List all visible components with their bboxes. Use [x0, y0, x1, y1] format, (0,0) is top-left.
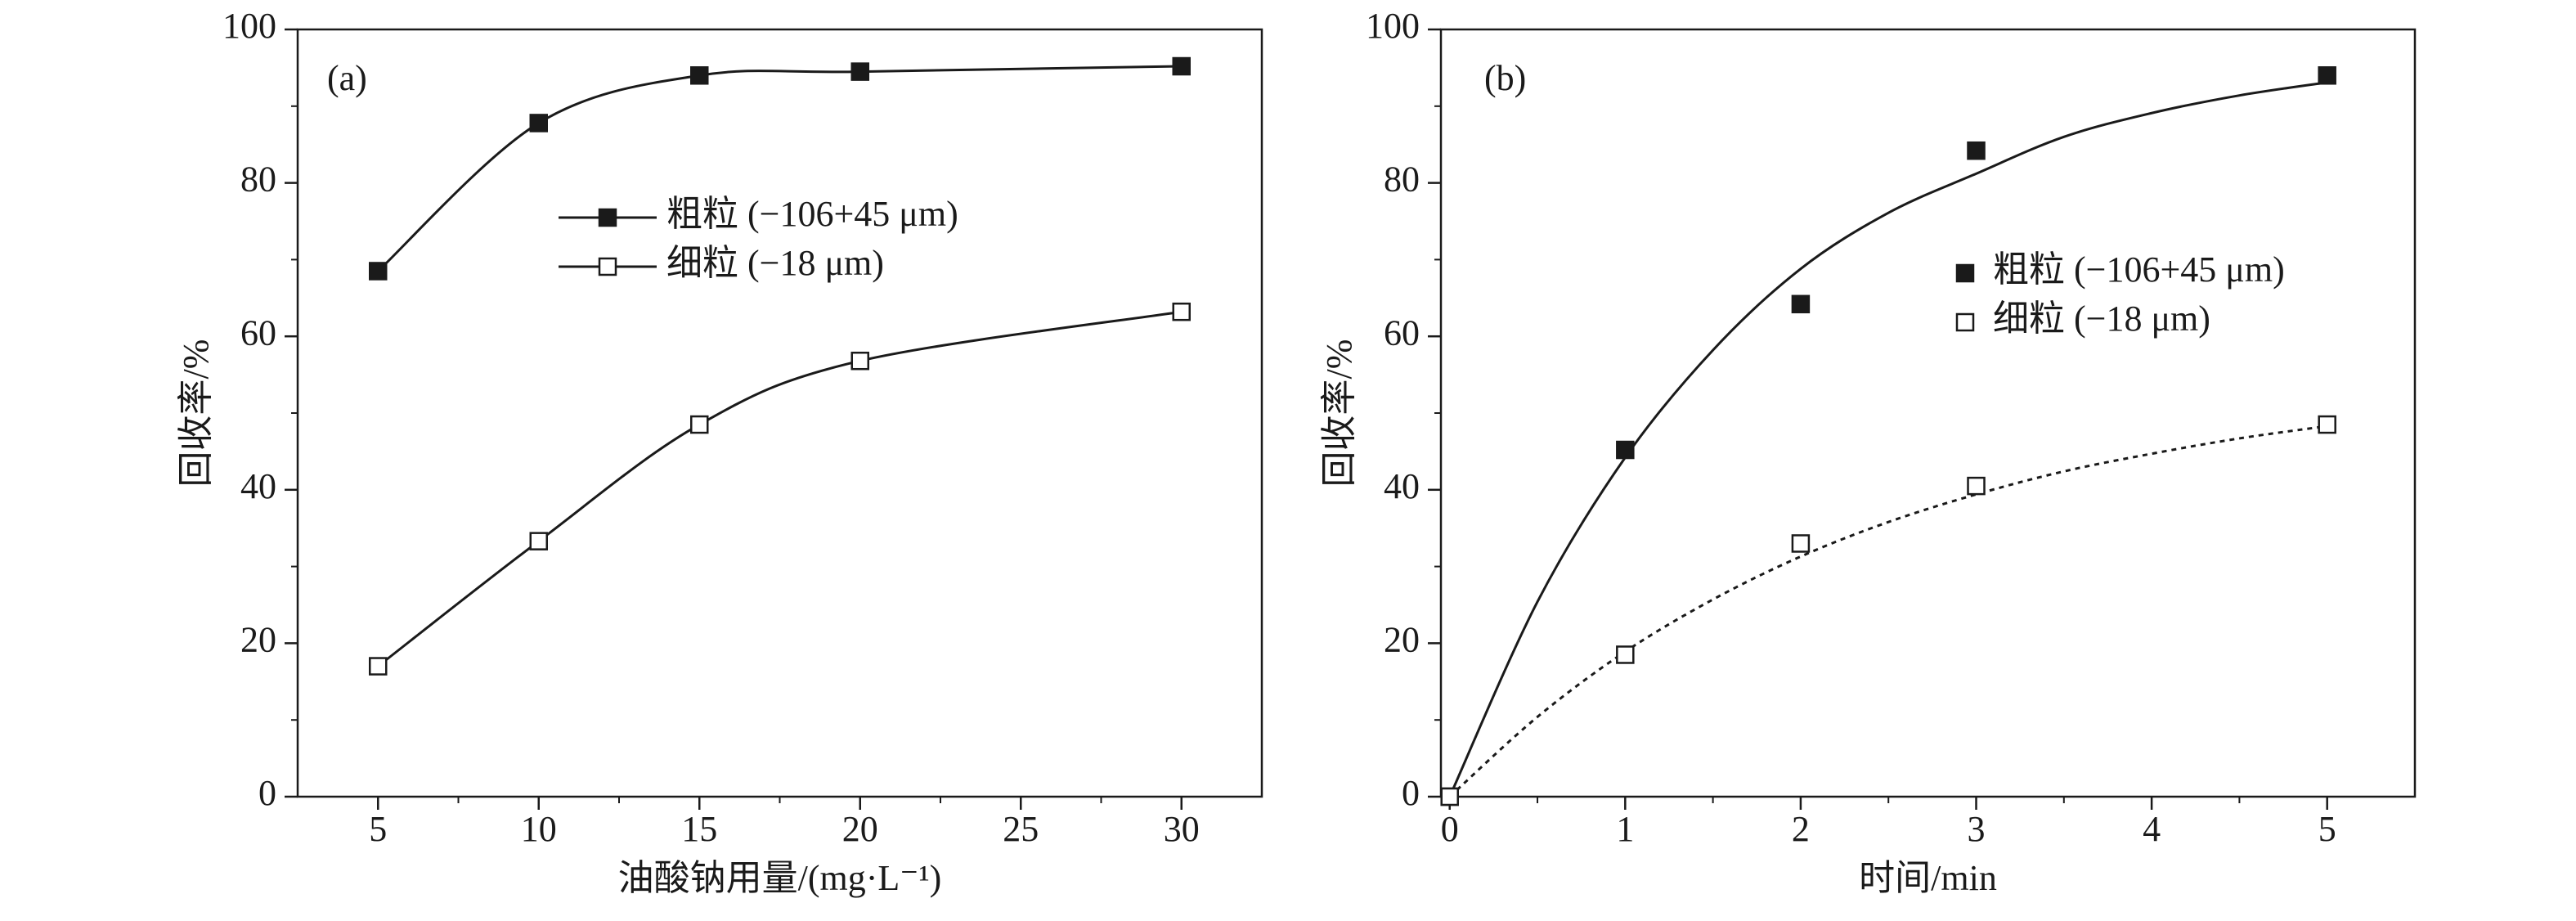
y-tick-label: 60 — [240, 312, 276, 353]
plot-frame — [296, 28, 1263, 798]
y-axis-title: 回收率/% — [1319, 339, 1359, 487]
x-axis-title: 油酸钠用量/(mg·L⁻¹) — [618, 858, 942, 898]
y-tick-label: 20 — [240, 619, 276, 659]
marker — [850, 62, 869, 81]
x-tick-label: 1 — [1616, 809, 1634, 849]
y-tick-label: 0 — [1402, 773, 1420, 813]
y-tick-label: 0 — [258, 773, 276, 813]
marker — [1616, 645, 1635, 664]
x-tick-label: 3 — [1968, 809, 1986, 849]
marker — [1967, 476, 1986, 496]
marker — [369, 657, 388, 676]
x-tick-label: 4 — [2143, 809, 2161, 849]
fit-line — [1448, 425, 2327, 798]
legend-label: 粗粒 (−106+45 μm) — [666, 194, 958, 234]
marker — [1440, 787, 1459, 806]
series-line — [377, 310, 1182, 667]
x-tick-label: 5 — [369, 809, 387, 849]
plot-frame — [1439, 28, 2417, 798]
y-axis-title: 回收率/% — [176, 339, 216, 487]
marker — [1967, 141, 1986, 160]
x-tick-label: 20 — [842, 809, 878, 849]
marker — [1172, 56, 1191, 76]
marker — [1791, 294, 1811, 314]
legend-marker — [1955, 263, 1975, 283]
marker — [1616, 440, 1635, 460]
x-tick-label: 2 — [1792, 809, 1810, 849]
marker — [690, 415, 709, 434]
y-tick-label: 80 — [240, 159, 276, 200]
y-tick-label: 60 — [1384, 312, 1420, 353]
marker — [1172, 302, 1191, 321]
fit-line — [1448, 81, 2327, 797]
marker — [2318, 415, 2336, 434]
legend-marker — [598, 208, 617, 227]
marker — [369, 262, 388, 281]
x-tick-label: 0 — [1441, 809, 1459, 849]
series-line — [377, 65, 1182, 272]
panel: 0 20 40 60 80 100 5 10 15 20 25 30 油酸钠用量/(mg·L⁻¹) 回收率… — [176, 6, 1263, 898]
y-tick-label: 80 — [1384, 159, 1420, 200]
y-tick-label: 40 — [240, 466, 276, 506]
y-tick-label: 20 — [1384, 619, 1420, 659]
legend-label: 粗粒 (−106+45 μm) — [1993, 249, 2285, 290]
legend-label: 细粒 (−18 μm) — [666, 243, 884, 283]
x-tick-label: 5 — [2318, 809, 2336, 849]
marker — [2318, 66, 2336, 85]
panel-label: (a) — [327, 58, 367, 98]
legend-label: 细粒 (−18 μm) — [1993, 299, 2210, 339]
x-axis-title: 时间/min — [1859, 858, 1997, 898]
x-tick-label: 30 — [1164, 809, 1200, 849]
panel: 0 20 40 60 80 100 0 1 2 3 4 5 时间/min 回收率/% (b) 粗粒 (−106… — [1319, 6, 2417, 898]
legend-marker — [598, 257, 617, 276]
marker — [529, 532, 548, 550]
y-tick-label: 100 — [222, 6, 276, 46]
marker — [850, 351, 869, 371]
y-tick-label: 40 — [1384, 466, 1420, 506]
y-tick-label: 100 — [1366, 6, 1420, 46]
x-tick-label: 10 — [521, 809, 557, 849]
legend-marker — [1955, 312, 1975, 332]
panel-label: (b) — [1484, 58, 1526, 98]
x-tick-label: 25 — [1003, 809, 1039, 849]
marker — [1791, 534, 1811, 553]
x-tick-label: 15 — [681, 809, 717, 849]
marker — [690, 66, 709, 85]
marker — [529, 114, 548, 133]
